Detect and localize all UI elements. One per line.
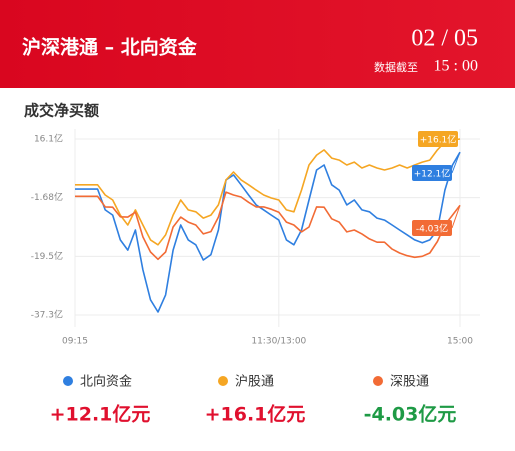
series-total: -4.03亿元 xyxy=(364,403,457,426)
legend-label: 深股通 xyxy=(390,375,429,390)
end-label: -4.03亿 xyxy=(416,223,448,235)
end-label-box xyxy=(412,165,452,181)
x-tick-label: 15:00 xyxy=(447,337,473,347)
y-tick-label: -37.3亿 xyxy=(31,309,63,321)
legend-marker xyxy=(218,376,228,386)
x-tick-label: 09:15 xyxy=(62,337,88,347)
end-label-connector xyxy=(451,205,461,229)
header-title: 沪深港通 – 北向资金 xyxy=(22,36,198,59)
series-total: +16.1亿元 xyxy=(205,403,306,426)
header-bg xyxy=(0,0,515,88)
end-label: +16.1亿 xyxy=(420,134,457,146)
x-tick-label: 11:30/13:00 xyxy=(251,337,306,347)
legend-label: 北向资金 xyxy=(80,374,132,390)
chart-title: 成交净买额 xyxy=(24,102,99,120)
series-total: +12.1亿元 xyxy=(50,403,151,426)
end-label: +12.1亿 xyxy=(414,168,451,180)
end-label-connector xyxy=(451,152,461,174)
end-label-box xyxy=(418,131,458,147)
legend-marker xyxy=(373,376,383,386)
series-line xyxy=(75,138,461,246)
end-label-box xyxy=(412,220,452,236)
series-line xyxy=(75,191,461,261)
y-tick-label: 16.1亿 xyxy=(34,133,63,145)
y-tick-label: -1.68亿 xyxy=(31,191,63,203)
header-note: 数据截至 xyxy=(374,60,418,74)
legend-label: 沪股通 xyxy=(235,374,274,390)
series-line xyxy=(75,151,461,313)
header-time: 15 : 00 xyxy=(434,58,478,75)
header-date: 02 / 05 xyxy=(411,26,478,52)
y-tick-label: -19.5亿 xyxy=(31,250,63,262)
legend-marker xyxy=(63,376,73,386)
